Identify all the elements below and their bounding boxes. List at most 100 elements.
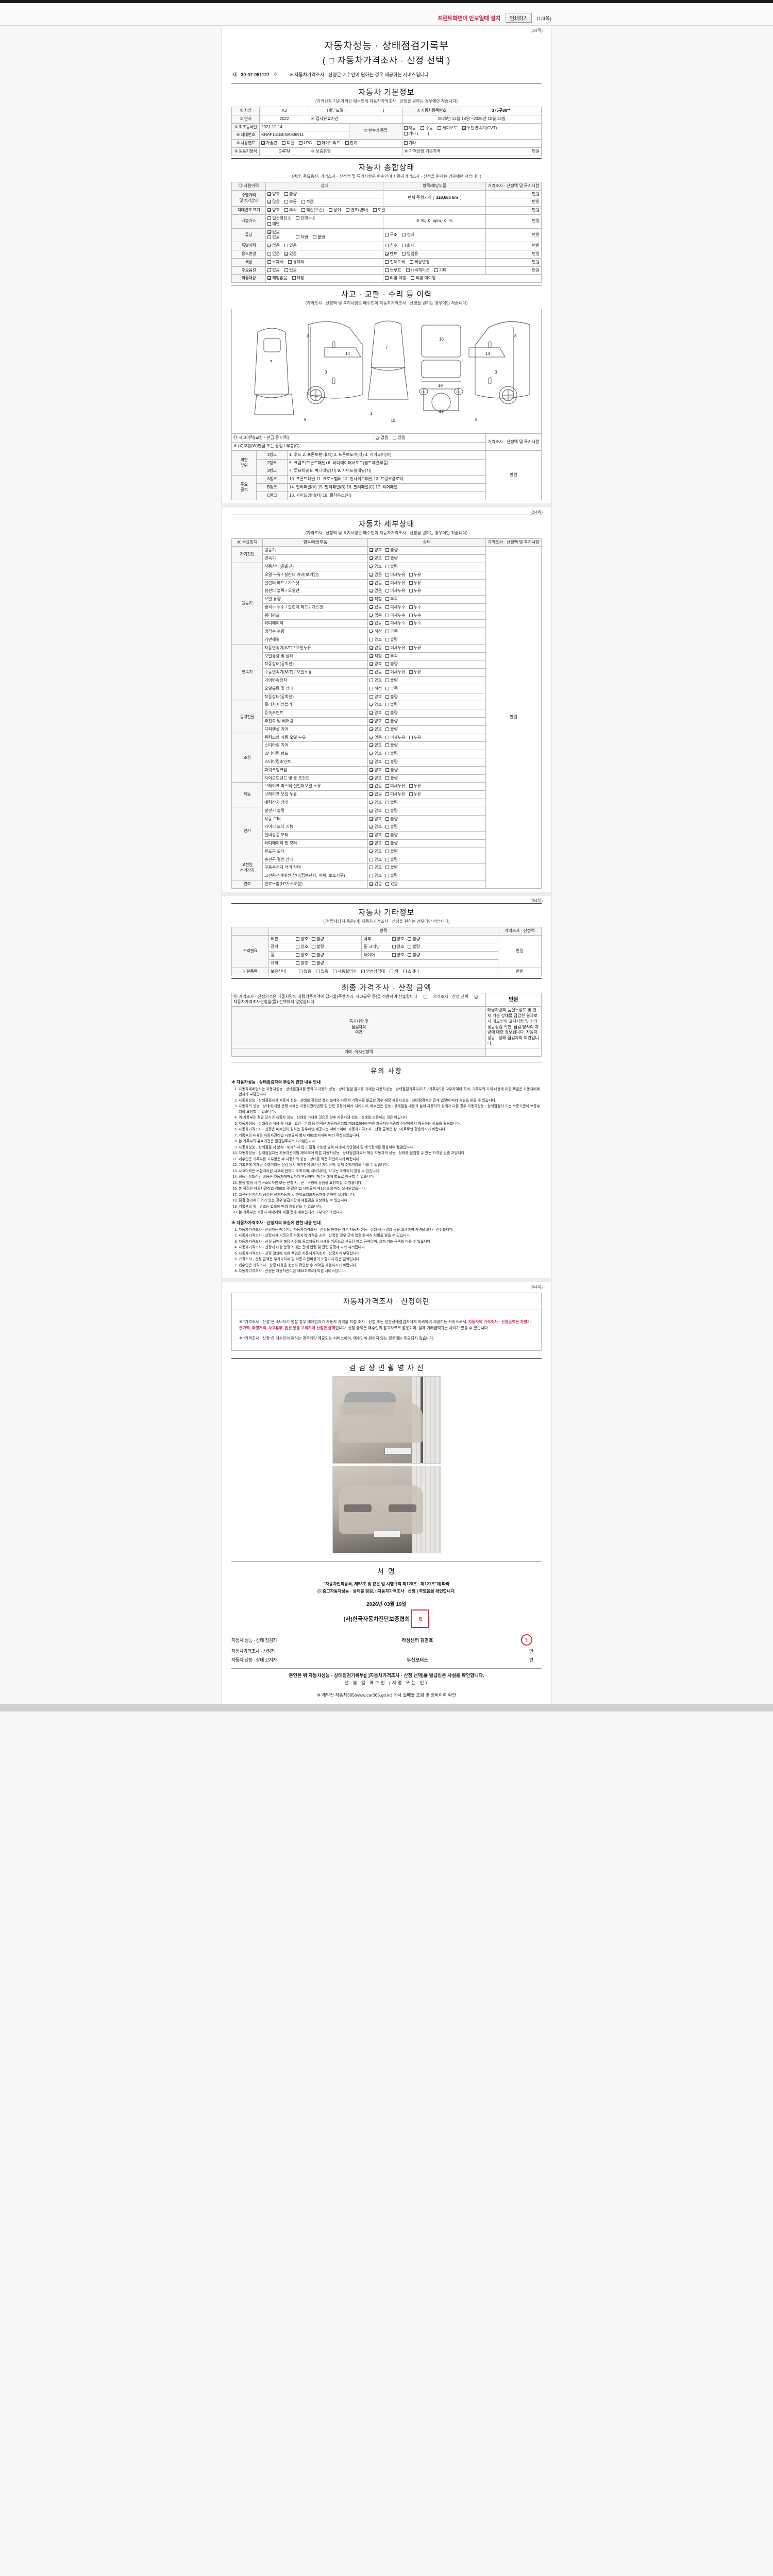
- opt-없음[interactable]: 없음: [369, 646, 382, 651]
- mileage-few[interactable]: 적음: [301, 199, 314, 205]
- opt-미세누유[interactable]: 미세누유: [385, 670, 406, 675]
- opt-없음[interactable]: 없음: [369, 882, 382, 887]
- tuning-device[interactable]: 장치: [402, 232, 414, 238]
- price-opt-2[interactable]: [474, 994, 479, 1000]
- opt-적정[interactable]: 적정: [369, 597, 382, 602]
- opt-미세누수[interactable]: 미세누수: [385, 613, 406, 619]
- opt-불량[interactable]: 불량: [385, 808, 398, 814]
- price-opt-1[interactable]: [424, 994, 428, 1000]
- opt-누유[interactable]: 누유: [409, 784, 421, 789]
- opt-있음[interactable]: 있음: [385, 882, 398, 887]
- emission-co[interactable]: 일산화탄소: [267, 216, 291, 222]
- opt-미세누유[interactable]: 미세누유: [385, 792, 406, 798]
- recall-na[interactable]: 해당없음: [267, 276, 288, 281]
- opt-없음[interactable]: 없음: [369, 621, 382, 626]
- opt-불량[interactable]: 불량: [385, 849, 398, 855]
- fuel-opt-gasoline[interactable]: 가솔린: [261, 141, 277, 146]
- opt-불량[interactable]: 불량: [385, 678, 398, 684]
- vin-altered[interactable]: 변조(변타): [346, 208, 368, 213]
- opt-불량[interactable]: 불량: [385, 694, 398, 700]
- vin-good[interactable]: 양호: [267, 208, 280, 213]
- trans-opt-cvt[interactable]: 무단변속기(CVT): [462, 126, 497, 131]
- opt-불량[interactable]: 불량: [385, 719, 398, 724]
- opt-누유[interactable]: 누유: [409, 572, 421, 578]
- recall-applicable[interactable]: 해당: [292, 276, 305, 281]
- opt-불량[interactable]: 불량: [385, 727, 398, 733]
- opt-불량[interactable]: 불량: [385, 751, 398, 757]
- opt-없음[interactable]: 없음: [369, 572, 382, 578]
- fuel-opt-lpg[interactable]: LPG: [299, 141, 312, 146]
- opt-불량[interactable]: 불량: [385, 743, 398, 749]
- opt-미세누유[interactable]: 미세누유: [385, 581, 406, 586]
- opt-미세누수[interactable]: 미세누수: [385, 621, 406, 626]
- item-jack[interactable]: 잭: [390, 969, 398, 975]
- opt-불량[interactable]: 불량: [385, 710, 398, 716]
- recall-done[interactable]: 리콜 이행: [385, 276, 406, 281]
- opt-누유[interactable]: 누유: [409, 646, 421, 651]
- opt-양호[interactable]: 양호: [369, 727, 382, 733]
- opt-적정[interactable]: 적정: [369, 654, 382, 659]
- opt-부족[interactable]: 부족: [385, 686, 398, 692]
- opt-양호[interactable]: 양호: [369, 743, 382, 749]
- opt-양호[interactable]: 양호: [369, 556, 382, 562]
- opt-불량[interactable]: 불량: [385, 857, 398, 863]
- opt-불량[interactable]: 불량: [385, 800, 398, 806]
- clean-bad[interactable]: 불량: [408, 944, 420, 950]
- opt-누수[interactable]: 누수: [409, 621, 421, 626]
- opt-양호[interactable]: 양호: [369, 678, 382, 684]
- outer-good[interactable]: 양호: [296, 937, 308, 942]
- tuning-yes[interactable]: 있음: [267, 235, 280, 241]
- polish-good[interactable]: 양호: [296, 944, 308, 950]
- trans-opt-manual[interactable]: 수동: [421, 126, 433, 131]
- tuning-legal[interactable]: 적법: [296, 235, 308, 241]
- vin-corrosion[interactable]: 부식: [284, 208, 297, 213]
- opt-적정[interactable]: 적정: [369, 686, 382, 692]
- opt-양호[interactable]: 양호: [369, 776, 382, 782]
- opt-부족[interactable]: 부족: [385, 629, 398, 635]
- usage-business[interactable]: 영업용: [402, 251, 418, 257]
- opt-양호[interactable]: 양호: [369, 719, 382, 724]
- mileage-bad[interactable]: 불량: [284, 192, 297, 197]
- outer-bad[interactable]: 불량: [312, 937, 324, 942]
- opt-누유[interactable]: 누유: [409, 670, 421, 675]
- opt-양호[interactable]: 양호: [369, 808, 382, 814]
- mileage-good[interactable]: 양호: [267, 192, 280, 197]
- mileage-normal[interactable]: 보통: [284, 199, 297, 205]
- opt-없음[interactable]: 없음: [369, 588, 382, 594]
- usage-rent[interactable]: 렌트: [385, 251, 397, 257]
- wheel-bad[interactable]: 불량: [312, 953, 324, 958]
- opt-양호[interactable]: 양호: [369, 564, 382, 570]
- fuel-opt-diesel[interactable]: 디젤: [282, 141, 294, 146]
- color-changed[interactable]: 색상변경: [410, 260, 430, 265]
- vin-damaged[interactable]: 훼손(오손): [301, 208, 324, 213]
- opt-양호[interactable]: 양호: [369, 637, 382, 643]
- opt-불량[interactable]: 불량: [385, 556, 398, 562]
- opt-불량[interactable]: 불량: [385, 637, 398, 643]
- item-yes[interactable]: 있음: [316, 969, 328, 975]
- glass-bad[interactable]: 불량: [312, 961, 324, 967]
- opt-없음[interactable]: 없음: [369, 735, 382, 741]
- recall-not-done[interactable]: 리콜 미이행: [411, 276, 435, 281]
- option-other[interactable]: 기타: [434, 268, 447, 274]
- item-manual[interactable]: 사용설명서: [333, 969, 357, 975]
- opt-양호[interactable]: 양호: [369, 817, 382, 822]
- opt-누수[interactable]: 누수: [409, 605, 421, 611]
- special-none[interactable]: 없음: [267, 243, 280, 249]
- opt-불량[interactable]: 불량: [385, 768, 398, 773]
- opt-양호[interactable]: 양호: [369, 824, 382, 830]
- opt-없음[interactable]: 없음: [369, 670, 382, 675]
- opt-양호[interactable]: 양호: [369, 873, 382, 879]
- fuel-opt-hybrid[interactable]: 하이브리드: [316, 141, 340, 146]
- opt-없음[interactable]: 없음: [369, 784, 382, 789]
- inner-bad[interactable]: 불량: [408, 937, 420, 942]
- repair-yes[interactable]: 있음: [393, 435, 405, 441]
- opt-양호[interactable]: 양호: [369, 849, 382, 855]
- opt-불량[interactable]: 불량: [385, 873, 398, 879]
- wheel-good[interactable]: 양호: [296, 953, 308, 958]
- opt-양호[interactable]: 양호: [369, 759, 382, 765]
- repair-none[interactable]: 없음: [376, 435, 388, 441]
- special-yes[interactable]: 있음: [284, 243, 297, 249]
- print-button[interactable]: 인쇄하기: [505, 13, 532, 23]
- opt-미세누유[interactable]: 미세누유: [385, 784, 406, 789]
- color-full-paint[interactable]: 전체도색: [385, 260, 405, 265]
